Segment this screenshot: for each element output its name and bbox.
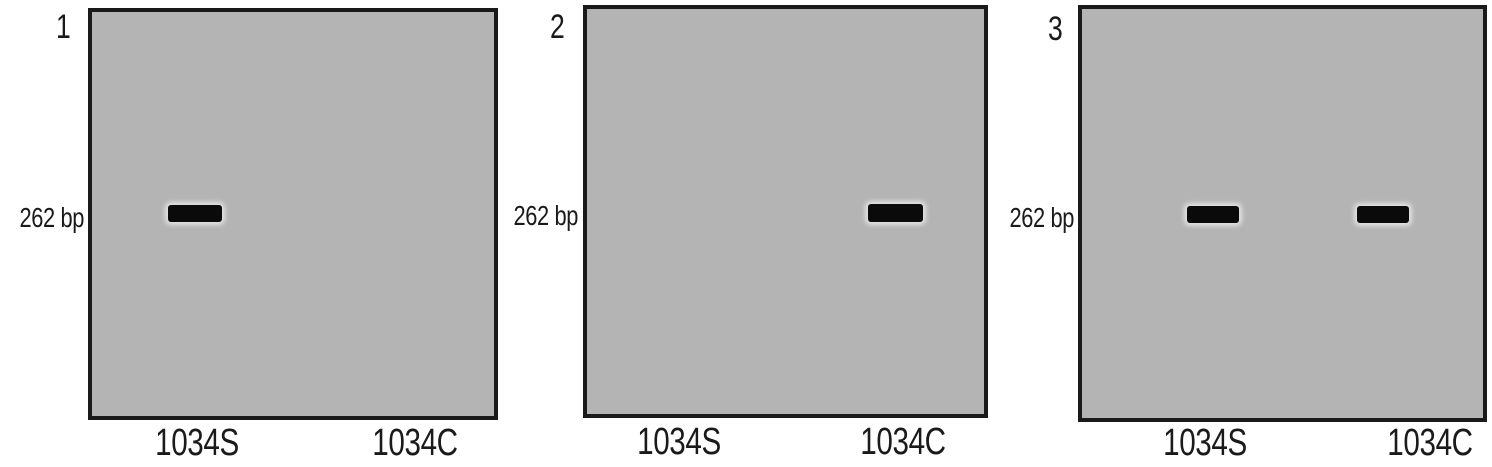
lane-label-1034C: 1034C	[372, 422, 458, 464]
band-size-label: 262 bp	[1009, 202, 1075, 233]
dna-band-1034C	[1357, 206, 1409, 223]
panel-number: 2	[550, 8, 565, 46]
gel-box	[88, 8, 498, 420]
panel-number: 1	[56, 8, 71, 46]
dna-band-1034C	[868, 204, 923, 222]
lane-label-1034C: 1034C	[860, 421, 946, 463]
dna-band-1034S	[1187, 206, 1239, 223]
band-size-label: 262 bp	[19, 202, 85, 233]
dna-band-1034S	[168, 205, 222, 222]
gel-box	[1078, 5, 1487, 422]
panel-number: 3	[1048, 10, 1063, 48]
lane-label-1034S: 1034S	[637, 421, 721, 463]
lane-label-1034S: 1034S	[1163, 422, 1247, 464]
band-size-label: 262 bp	[513, 200, 579, 231]
lane-label-1034C: 1034C	[1387, 422, 1473, 464]
lane-label-1034S: 1034S	[155, 422, 239, 464]
